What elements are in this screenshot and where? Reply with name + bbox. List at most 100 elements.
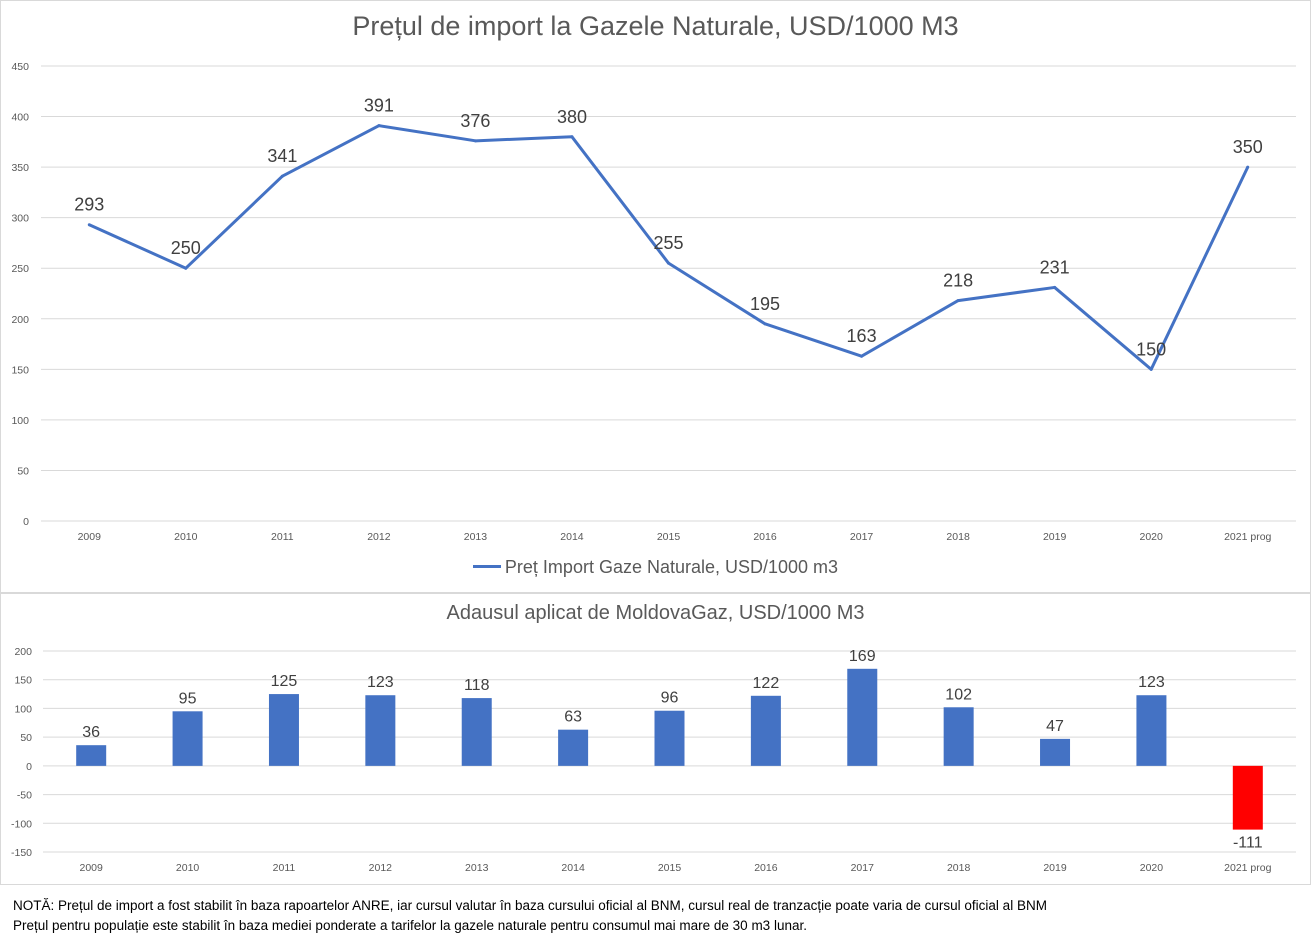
data-label: 95 xyxy=(179,690,197,707)
x-tick-label: 2016 xyxy=(754,862,778,874)
x-tick-label: 2019 xyxy=(1043,862,1067,874)
bar xyxy=(461,698,492,766)
data-point xyxy=(570,135,574,139)
bar xyxy=(1232,765,1263,830)
y-tick-label: -50 xyxy=(17,790,32,802)
x-tick-label: 2015 xyxy=(657,531,681,543)
footnote-line-2: Prețul pentru populație este stabilit în… xyxy=(13,918,807,933)
x-tick-label: 2009 xyxy=(78,531,102,543)
x-tick-label: 2009 xyxy=(80,862,104,874)
bar xyxy=(365,695,396,766)
y-tick-label: 0 xyxy=(26,761,32,773)
bar xyxy=(654,710,685,766)
x-tick-label: 2016 xyxy=(753,531,777,543)
line-chart-legend: Preț Import Gaze Naturale, USD/1000 m3 xyxy=(1,557,1310,578)
data-point xyxy=(860,354,864,358)
data-label: 150 xyxy=(1136,339,1166,359)
x-tick-label: 2021 prog xyxy=(1224,862,1271,874)
data-point xyxy=(377,124,381,128)
x-tick-label: 2020 xyxy=(1140,862,1164,874)
y-tick-label: 250 xyxy=(11,263,29,275)
x-tick-label: 2011 xyxy=(271,531,294,543)
data-label: 36 xyxy=(82,724,100,741)
bar xyxy=(1136,695,1167,766)
data-point xyxy=(763,322,767,326)
bar xyxy=(943,707,974,766)
data-point xyxy=(667,261,670,265)
data-point xyxy=(1053,285,1057,289)
import-price-chart: Prețul de import la Gazele Naturale, USD… xyxy=(0,0,1311,593)
y-tick-label: 0 xyxy=(23,516,29,528)
bar xyxy=(268,694,299,766)
data-label: 163 xyxy=(847,326,877,346)
markup-chart: Adausul aplicat de MoldovaGaz, USD/1000 … xyxy=(0,593,1311,885)
data-label: 195 xyxy=(750,294,780,314)
bar xyxy=(558,729,589,766)
data-label: 380 xyxy=(557,107,587,127)
bar xyxy=(750,695,781,766)
footnote-line-1: NOTĂ: Prețul de import a fost stabilit î… xyxy=(13,898,1047,913)
bar-chart-title: Adausul aplicat de MoldovaGaz, USD/1000 … xyxy=(446,602,865,624)
y-tick-label: 200 xyxy=(14,646,32,658)
bar xyxy=(172,711,203,766)
y-tick-label: -150 xyxy=(11,847,32,859)
line-chart-plot: 0 50 100 150 200 250 300 350 400 450 2009 2010 2011 2… xyxy=(11,61,1296,543)
data-point xyxy=(280,174,284,178)
data-label: 102 xyxy=(945,686,972,703)
data-label: 123 xyxy=(1138,674,1165,691)
data-label: 231 xyxy=(1040,257,1070,277)
line-chart-title: Prețul de import la Gazele Naturale, USD… xyxy=(352,11,959,41)
data-label: 125 xyxy=(271,673,298,690)
y-tick-label: 50 xyxy=(20,732,32,744)
data-label: 47 xyxy=(1046,718,1064,735)
y-tick-label: 450 xyxy=(11,61,29,73)
data-point xyxy=(184,266,188,270)
y-tick-label: 200 xyxy=(11,314,29,326)
x-tick-label: 2010 xyxy=(174,531,198,543)
y-tick-label: 300 xyxy=(11,213,29,225)
bar xyxy=(76,745,107,766)
data-point xyxy=(473,139,477,143)
x-tick-label: 2014 xyxy=(560,531,584,543)
data-label: 376 xyxy=(460,111,490,131)
legend-label: Preț Import Gaze Naturale, USD/1000 m3 xyxy=(504,557,839,577)
data-point xyxy=(1149,367,1153,371)
data-label: 123 xyxy=(367,674,394,691)
x-tick-label: 2017 xyxy=(850,531,874,543)
data-label: 255 xyxy=(653,233,683,253)
data-point xyxy=(87,223,91,227)
x-tick-label: 2021 prog xyxy=(1224,531,1271,543)
data-label: 341 xyxy=(267,146,297,166)
x-tick-label: 2013 xyxy=(464,531,488,543)
x-tick-label: 2010 xyxy=(176,862,200,874)
y-tick-label: 100 xyxy=(11,415,29,427)
data-label: 96 xyxy=(661,690,679,707)
bar-chart-plot: -150 -100 -50 0 50 100 150 200 2009 2010 2011 2012 2… xyxy=(11,646,1296,874)
y-tick-label: 100 xyxy=(14,703,32,715)
data-label: 293 xyxy=(74,195,104,215)
bar xyxy=(1040,738,1071,766)
y-tick-label: 150 xyxy=(11,364,29,376)
data-label: 350 xyxy=(1233,137,1263,157)
y-tick-label: 50 xyxy=(17,465,29,477)
data-label: 391 xyxy=(364,96,394,116)
data-point xyxy=(956,299,960,303)
data-point xyxy=(1246,165,1250,169)
x-tick-label: 2018 xyxy=(946,531,970,543)
data-label: 122 xyxy=(753,675,780,692)
x-tick-label: 2017 xyxy=(851,862,875,874)
y-tick-label: 150 xyxy=(14,675,32,687)
x-tick-label: 2014 xyxy=(561,862,585,874)
bar xyxy=(847,668,878,766)
footnote: NOTĂ: Prețul de import a fost stabilit î… xyxy=(13,896,1303,936)
data-label: 218 xyxy=(943,271,973,291)
x-tick-label: 2020 xyxy=(1140,531,1164,543)
legend-line-swatch xyxy=(472,564,501,568)
x-tick-label: 2012 xyxy=(367,531,391,543)
data-label: 118 xyxy=(464,677,490,694)
x-tick-label: 2011 xyxy=(273,862,296,874)
data-label: 63 xyxy=(564,709,582,726)
x-tick-label: 2013 xyxy=(465,862,489,874)
x-tick-label: 2019 xyxy=(1043,531,1067,543)
x-tick-label: 2018 xyxy=(947,862,971,874)
